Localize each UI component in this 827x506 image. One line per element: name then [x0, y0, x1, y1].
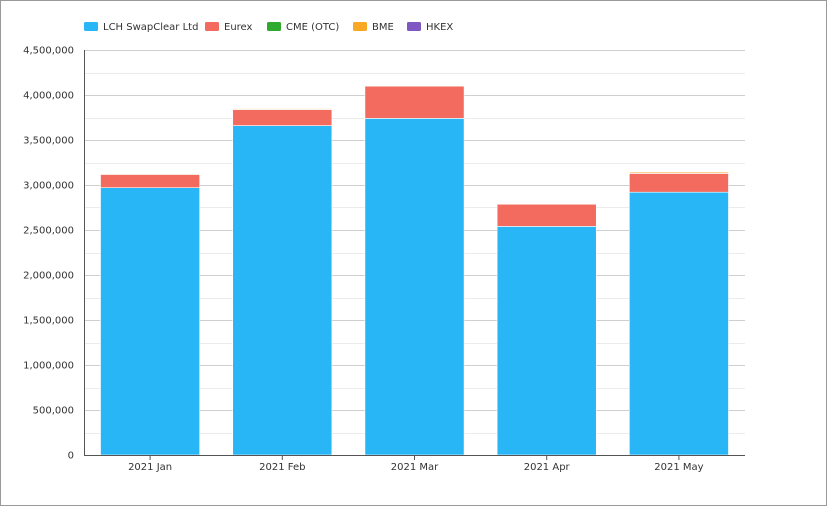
legend-item: CME (OTC)	[267, 22, 339, 33]
bar-segment	[232, 107, 333, 110]
bar-segment	[364, 85, 465, 119]
bars: 2021 Jan 2021 Feb 2021 Mar 2021 Apr 2021 May	[100, 84, 729, 473]
legend-label: LCH SwapClear Ltd	[103, 22, 198, 33]
y-tick-label: 1,500,000	[23, 316, 74, 327]
legend-label: HKEX	[426, 22, 453, 33]
y-tick-label: 2,500,000	[23, 226, 74, 237]
bar-segment	[364, 84, 465, 86]
y-tick-label: 4,000,000	[23, 91, 74, 102]
y-axis-labels: 0 500,000 1,000,000 1,500,000 2,000,000 2,500…	[23, 46, 74, 462]
x-tick-label: 2021 Feb	[259, 462, 305, 473]
legend-label: BME	[372, 22, 394, 33]
legend-item: BME	[353, 22, 394, 33]
y-tick-label: 1,000,000	[23, 361, 74, 372]
legend-label: Eurex	[224, 22, 253, 33]
bar-segment	[364, 118, 465, 456]
y-tick-label: 0	[68, 451, 74, 462]
bar-segment	[629, 173, 729, 193]
x-tick-label: 2021 May	[654, 462, 703, 473]
bar-segment	[496, 203, 597, 227]
legend-swatch	[267, 22, 281, 31]
legend-item: HKEX	[407, 22, 453, 33]
bar-segment	[496, 202, 597, 205]
bar-segment	[100, 173, 200, 175]
bar-segment	[496, 226, 597, 456]
y-tick-label: 3,000,000	[23, 181, 74, 192]
bar-segment	[100, 173, 200, 188]
y-tick-label: 3,500,000	[23, 136, 74, 147]
legend: LCH SwapClear Ltd Eurex CME (OTC) BME HKEX	[84, 22, 453, 33]
y-tick-label: 4,500,000	[23, 46, 74, 57]
legend-swatch	[353, 22, 367, 31]
legend-swatch	[407, 22, 421, 31]
y-tick-label: 2,000,000	[23, 271, 74, 282]
legend-item: LCH SwapClear Ltd	[84, 22, 198, 33]
bar-segment	[232, 125, 333, 456]
legend-swatch	[84, 22, 98, 31]
bar-segment	[629, 171, 729, 174]
x-tick-label: 2021 Jan	[128, 462, 172, 473]
bar-segment	[232, 109, 333, 126]
y-tick-label: 500,000	[33, 406, 74, 417]
x-tick-label: 2021 Mar	[391, 462, 439, 473]
legend-item: Eurex	[205, 22, 253, 33]
bar-segment	[629, 191, 729, 456]
legend-swatch	[205, 22, 219, 31]
x-tick-label: 2021 Apr	[524, 462, 571, 473]
legend-label: CME (OTC)	[286, 22, 339, 33]
bar-segment	[100, 187, 200, 456]
